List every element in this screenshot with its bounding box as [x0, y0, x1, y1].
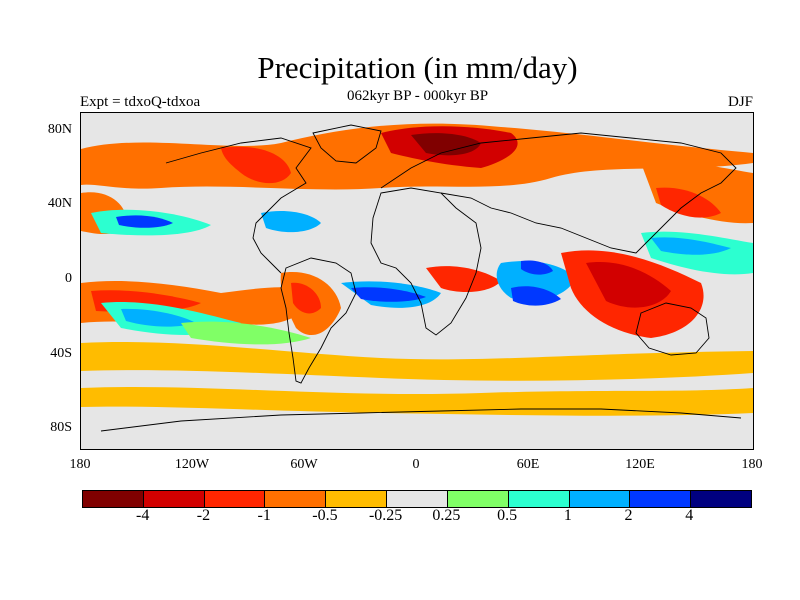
lon-tick-label: 60W [290, 457, 318, 472]
field-npac-wet2 [116, 215, 173, 228]
field-sh-dry-band [81, 341, 753, 381]
field-wpac-wet2 [651, 237, 731, 255]
lon-tick-label: 120E [625, 457, 655, 472]
lat-tick-label: 0 [65, 271, 72, 286]
colorbar-swatch [83, 491, 144, 507]
field-spac-wet2 [121, 308, 196, 327]
experiment-label: Expt = tdxoQ-tdxoa [80, 94, 201, 110]
field-sh-dry-band2 [81, 386, 753, 416]
field-indonesia-dry2 [586, 262, 671, 308]
lon-tick-label: 180 [69, 457, 91, 472]
colorbar-swatch [326, 491, 388, 507]
colorbar-label: 0.5 [497, 507, 518, 524]
field-nam-dry [221, 146, 291, 184]
field-nam-wet [261, 211, 321, 233]
coast-antarctica [100, 408, 742, 432]
colorbar-label: -0.25 [368, 507, 403, 524]
plot-subtitle: 062kyr BP - 000kyr BP [346, 88, 489, 104]
colorbar-label: -2 [196, 507, 211, 524]
colorbar-label: 4 [685, 507, 694, 524]
colorbar-swatch [447, 491, 509, 507]
coast-africa [370, 187, 482, 336]
field-sa-atlantic-wet2 [351, 287, 426, 302]
field-sh-wet [181, 321, 311, 345]
lon-tick-label: 60E [516, 457, 540, 472]
coast-eurasia [380, 132, 737, 254]
field-africa-dry [426, 266, 501, 293]
lon-tick-label: 120W [174, 457, 210, 472]
colorbar-label: -1 [257, 507, 271, 524]
colorbar-label: 1 [563, 507, 572, 524]
colorbar-swatch [569, 491, 631, 507]
colorbar-swatch [387, 491, 448, 507]
coast-south-america [280, 257, 357, 384]
colorbar-swatch [265, 491, 327, 507]
lat-tick-label: 40S [50, 345, 72, 361]
colorbar-label: 2 [624, 507, 633, 524]
field-scandinavia-dry [411, 133, 481, 156]
field-indian-wet3 [521, 260, 553, 275]
coastlines [100, 124, 742, 432]
colorbar-label: 0.25 [432, 507, 461, 524]
plot-title: Precipitation (in mm/day) [257, 50, 578, 85]
anomaly-fields [81, 123, 753, 416]
field-indian-wet2 [511, 286, 561, 306]
coast-greenland [312, 124, 382, 164]
colorbar-label: -4 [136, 507, 150, 524]
lat-tick-label: 80N [47, 121, 72, 137]
colorbar-swatch [204, 491, 266, 507]
colorbar-swatch [508, 491, 570, 507]
colorbar [82, 490, 752, 508]
colorbar-swatch [691, 491, 751, 507]
coast-australia [635, 302, 710, 356]
lat-tick-label: 40N [47, 196, 72, 212]
field-sa-dry2 [291, 282, 321, 314]
lon-tick-label: 180 [741, 457, 763, 472]
precipitation-map [80, 112, 754, 450]
coast-north-america [165, 137, 312, 274]
colorbar-swatch [143, 491, 205, 507]
season-label: DJF [727, 94, 753, 110]
colorbar-label: -0.5 [312, 507, 338, 524]
lon-tick-label: 0 [412, 457, 420, 472]
lat-tick-label: 80S [50, 420, 72, 436]
colorbar-swatch [630, 491, 692, 507]
map-canvas [81, 113, 753, 449]
